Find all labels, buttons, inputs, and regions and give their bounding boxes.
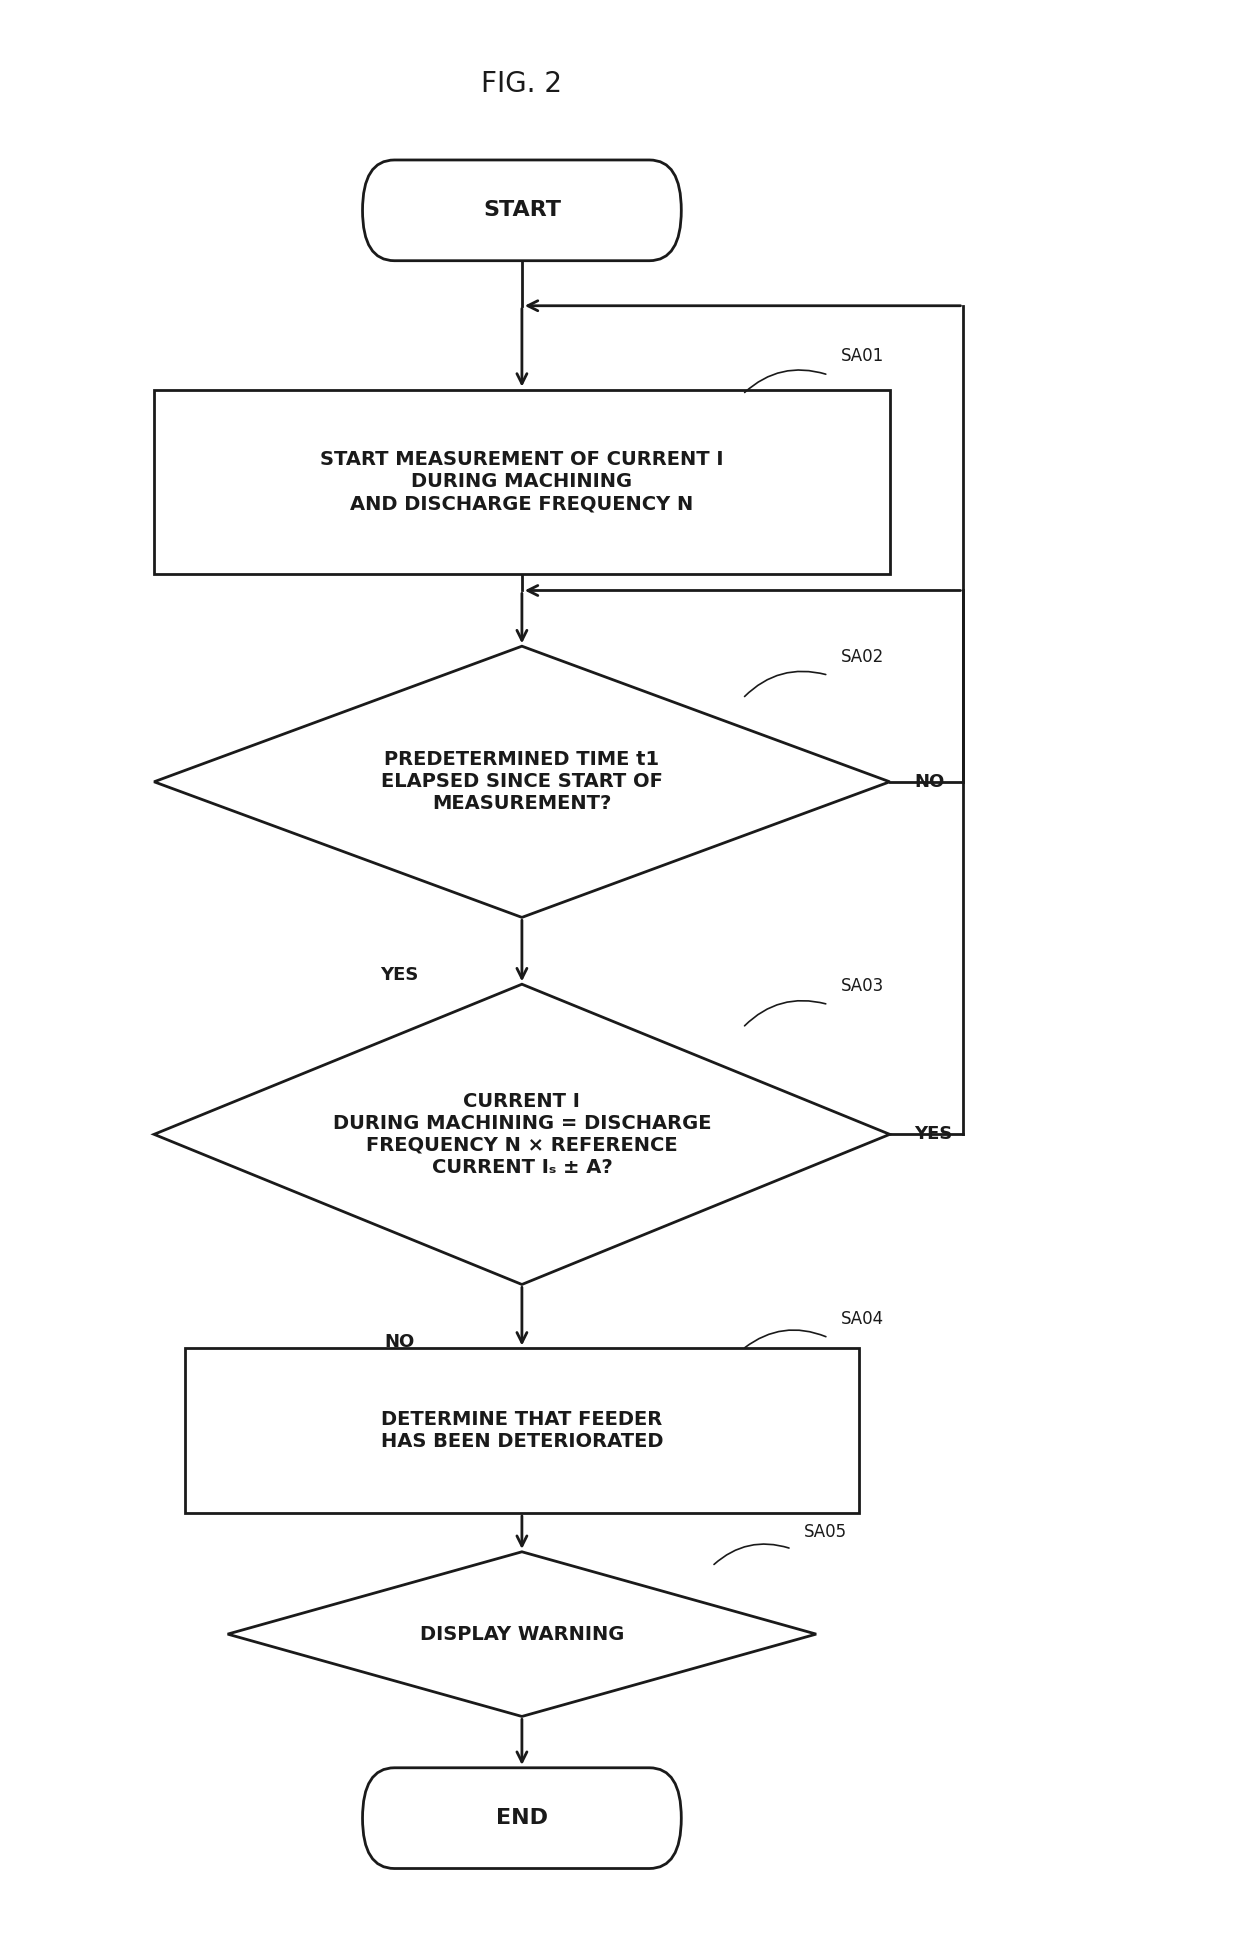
Text: START MEASUREMENT OF CURRENT I
DURING MACHINING
AND DISCHARGE FREQUENCY N: START MEASUREMENT OF CURRENT I DURING MA… bbox=[320, 451, 724, 513]
Bar bbox=[185, 1348, 859, 1514]
Text: CURRENT I
DURING MACHINING = DISCHARGE
FREQUENCY N × REFERENCE
CURRENT Iₛ ± A?: CURRENT I DURING MACHINING = DISCHARGE F… bbox=[332, 1093, 712, 1176]
Text: FIG. 2: FIG. 2 bbox=[481, 70, 563, 98]
Polygon shape bbox=[154, 646, 890, 917]
Text: SA01: SA01 bbox=[841, 347, 884, 365]
FancyBboxPatch shape bbox=[362, 160, 681, 261]
Text: START: START bbox=[482, 201, 560, 220]
Text: SA03: SA03 bbox=[841, 977, 884, 995]
Text: DETERMINE THAT FEEDER
HAS BEEN DETERIORATED: DETERMINE THAT FEEDER HAS BEEN DETERIORA… bbox=[381, 1411, 663, 1452]
FancyBboxPatch shape bbox=[362, 1768, 681, 1869]
Text: NO: NO bbox=[384, 1333, 414, 1350]
Text: NO: NO bbox=[914, 773, 945, 790]
Text: YES: YES bbox=[914, 1126, 952, 1143]
Text: SA02: SA02 bbox=[841, 648, 884, 665]
Text: YES: YES bbox=[381, 966, 418, 983]
Text: SA05: SA05 bbox=[804, 1524, 847, 1541]
Text: PREDETERMINED TIME t1
ELAPSED SINCE START OF
MEASUREMENT?: PREDETERMINED TIME t1 ELAPSED SINCE STAR… bbox=[381, 751, 663, 814]
Polygon shape bbox=[228, 1551, 816, 1717]
Polygon shape bbox=[154, 983, 890, 1284]
Bar bbox=[154, 390, 890, 574]
Text: DISPLAY WARNING: DISPLAY WARNING bbox=[419, 1625, 624, 1643]
Text: SA04: SA04 bbox=[841, 1309, 884, 1329]
Text: END: END bbox=[496, 1809, 548, 1828]
